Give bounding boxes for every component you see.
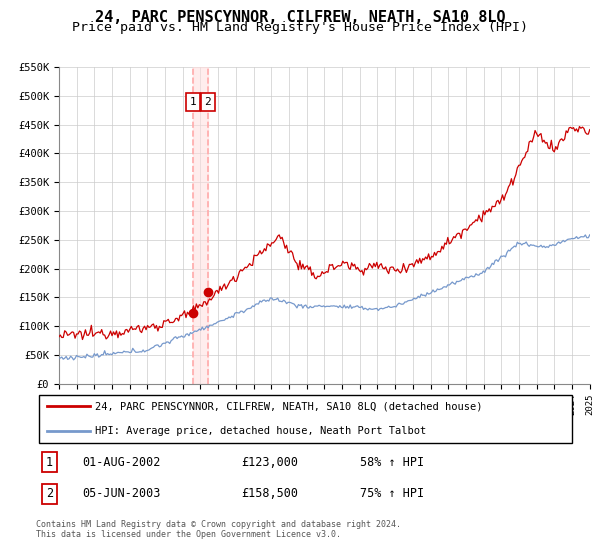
Text: Contains HM Land Registry data © Crown copyright and database right 2024.
This d: Contains HM Land Registry data © Crown c… <box>36 520 401 539</box>
Text: 01-AUG-2002: 01-AUG-2002 <box>82 456 160 469</box>
Text: 58% ↑ HPI: 58% ↑ HPI <box>360 456 424 469</box>
Bar <box>193 67 208 384</box>
Text: HPI: Average price, detached house, Neath Port Talbot: HPI: Average price, detached house, Neat… <box>95 426 427 436</box>
Text: 1: 1 <box>190 97 196 107</box>
Text: 1: 1 <box>46 456 53 469</box>
Text: 24, PARC PENSCYNNOR, CILFREW, NEATH, SA10 8LQ (detached house): 24, PARC PENSCYNNOR, CILFREW, NEATH, SA1… <box>95 402 483 412</box>
FancyBboxPatch shape <box>39 395 572 442</box>
Text: 05-JUN-2003: 05-JUN-2003 <box>82 487 160 501</box>
Text: 24, PARC PENSCYNNOR, CILFREW, NEATH, SA10 8LQ: 24, PARC PENSCYNNOR, CILFREW, NEATH, SA1… <box>95 10 505 25</box>
Text: £158,500: £158,500 <box>241 487 298 501</box>
Text: 2: 2 <box>46 487 53 501</box>
Text: £123,000: £123,000 <box>241 456 298 469</box>
Text: Price paid vs. HM Land Registry's House Price Index (HPI): Price paid vs. HM Land Registry's House … <box>72 21 528 34</box>
Text: 75% ↑ HPI: 75% ↑ HPI <box>360 487 424 501</box>
Text: 2: 2 <box>205 97 211 107</box>
